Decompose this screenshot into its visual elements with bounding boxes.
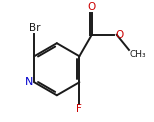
Text: O: O: [88, 2, 96, 12]
Text: Br: Br: [28, 23, 40, 33]
Text: N: N: [25, 77, 33, 87]
Text: O: O: [115, 30, 123, 40]
Text: CH₃: CH₃: [130, 50, 146, 59]
Text: F: F: [76, 104, 82, 114]
